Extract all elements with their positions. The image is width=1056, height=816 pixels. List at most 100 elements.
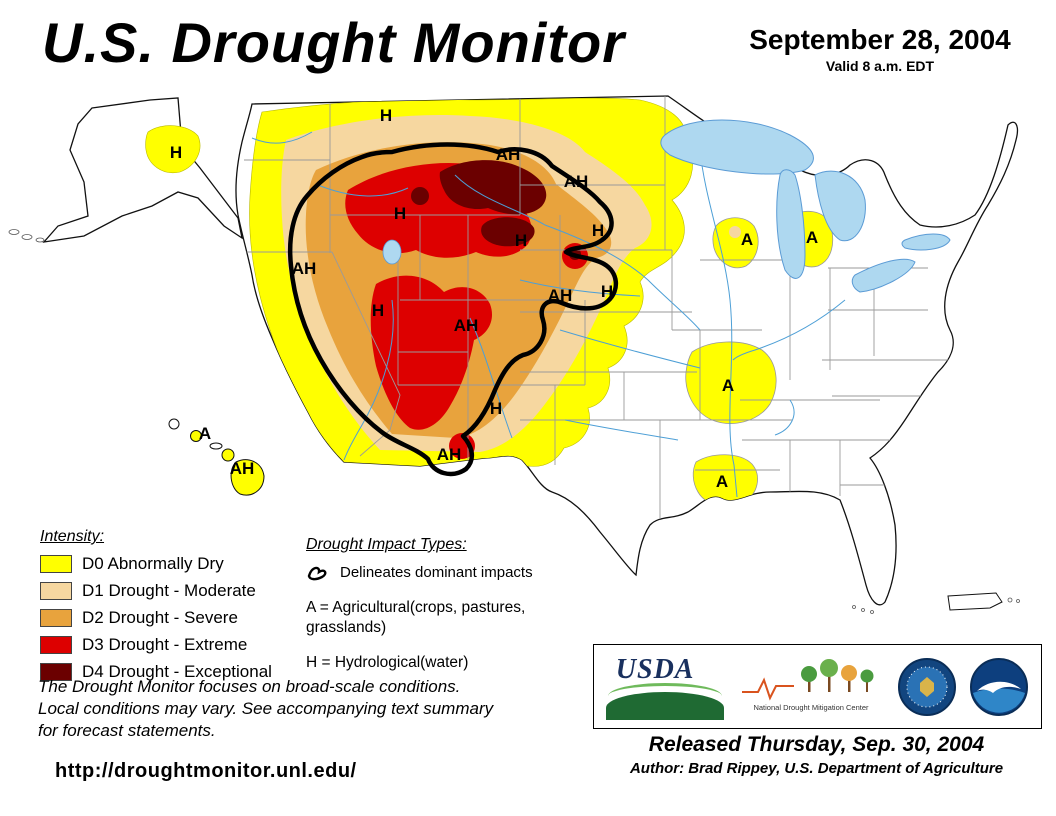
map-impact-label: H bbox=[380, 106, 392, 125]
d1-label: D1 Drought - Moderate bbox=[82, 581, 256, 600]
hawaii-oahu bbox=[190, 430, 202, 442]
ndmc-trees bbox=[800, 658, 874, 692]
hawaii-molokai bbox=[209, 442, 223, 450]
map-impact-label: H bbox=[515, 231, 527, 250]
lake-michigan bbox=[776, 169, 806, 279]
lake-ontario bbox=[901, 233, 951, 251]
agency-logos-box: USDA National Drought Mitigation Center bbox=[593, 644, 1042, 729]
note-line: for forecast statements. bbox=[38, 720, 216, 740]
puerto-rico-outline bbox=[947, 592, 1003, 611]
map-impact-label: A bbox=[806, 228, 818, 247]
website-url[interactable]: http://droughtmonitor.unl.edu/ bbox=[55, 760, 357, 782]
d3-swatch bbox=[40, 636, 72, 654]
alaska bbox=[8, 97, 243, 243]
d0-label: D0 Abnormally Dry bbox=[82, 554, 224, 573]
d0-swatch bbox=[40, 555, 72, 573]
d3-region-south bbox=[370, 275, 493, 430]
aleutian-island bbox=[35, 237, 45, 243]
ndmc-logo: National Drought Mitigation Center bbox=[741, 658, 874, 712]
map-impact-label: H bbox=[394, 204, 406, 223]
d0-region-michigan-west bbox=[712, 217, 759, 269]
impact-labels: H H AH AH H H H AH H AH H AH H AH A A A … bbox=[170, 106, 818, 491]
hawaii-kauai bbox=[168, 418, 180, 430]
impact-outline bbox=[287, 142, 618, 477]
map-impact-label: AH bbox=[437, 445, 462, 464]
commerce-seal bbox=[898, 657, 957, 716]
d4-swatch bbox=[40, 663, 72, 681]
lake-superior bbox=[660, 119, 814, 175]
aleutian-island bbox=[21, 234, 33, 240]
map-impact-label: H bbox=[592, 221, 604, 240]
ndmc-name: National Drought Mitigation Center bbox=[753, 703, 869, 712]
map-impact-label: AH bbox=[454, 316, 479, 335]
date-block: September 28, 2004 Valid 8 a.m. EDT bbox=[712, 24, 1048, 74]
legend-row-d0: D0 Abnormally Dry bbox=[40, 554, 272, 574]
hawaii-big-island bbox=[230, 459, 265, 496]
drought-regions bbox=[238, 96, 952, 522]
d4-label: D4 Drought - Exceptional bbox=[82, 662, 272, 681]
impact-types-legend: Drought Impact Types: Delineates dominan… bbox=[306, 536, 576, 672]
note-line: The Drought Monitor focuses on broad-sca… bbox=[38, 677, 461, 696]
author-line: Author: Brad Rippey, U.S. Department of … bbox=[629, 760, 1004, 777]
map-impact-label: H bbox=[490, 399, 502, 418]
d2-swatch bbox=[40, 609, 72, 627]
map-impact-label: AH bbox=[548, 286, 573, 305]
d1-spot-michigan bbox=[729, 226, 741, 238]
map-date: September 28, 2004 bbox=[749, 24, 1011, 55]
hawaii-maui bbox=[221, 448, 235, 462]
noaa-sea bbox=[973, 688, 1026, 713]
small-island bbox=[1016, 599, 1020, 603]
release-block: Released Thursday, Sep. 30, 2004 Author:… bbox=[593, 733, 1040, 777]
aleutian-island bbox=[8, 229, 20, 235]
legend-row-d1: D1 Drought - Moderate bbox=[40, 581, 272, 601]
disclaimer-note: The Drought Monitor focuses on broad-sca… bbox=[38, 676, 493, 741]
map-impact-label: A bbox=[722, 376, 734, 395]
small-island bbox=[1007, 597, 1013, 603]
d4-region-wyoming bbox=[481, 217, 535, 247]
d2-label: D2 Drought - Severe bbox=[82, 608, 238, 627]
alaska-outline bbox=[42, 97, 243, 243]
delineates-label: Delineates dominant impacts bbox=[340, 563, 533, 581]
page-title: U.S. Drought Monitor bbox=[42, 11, 626, 74]
lake-huron bbox=[814, 170, 866, 242]
map-impact-label: A bbox=[741, 230, 753, 249]
great-lakes bbox=[660, 119, 951, 293]
state-borders bbox=[238, 96, 952, 522]
intensity-legend: Intensity: D0 Abnormally Dry D1 Drought … bbox=[40, 528, 272, 689]
lake-erie bbox=[851, 258, 916, 293]
great-salt-lake bbox=[382, 239, 402, 265]
noaa-bird bbox=[977, 681, 1022, 693]
map-impact-label: AH bbox=[230, 459, 255, 478]
hydrological-label: H = Hydrological(water) bbox=[306, 654, 469, 672]
usda-swoosh bbox=[607, 682, 722, 696]
d3-label: D3 Drought - Extreme bbox=[82, 635, 248, 654]
impact-types-title: Drought Impact Types: bbox=[306, 536, 467, 553]
valid-time: Valid 8 a.m. EDT bbox=[825, 58, 935, 74]
usda-green-field bbox=[605, 691, 724, 720]
note-line: Local conditions may vary. See accompany… bbox=[38, 698, 494, 718]
d1-swatch bbox=[40, 582, 72, 600]
map-impact-label: H bbox=[170, 143, 182, 162]
legend-row-d2: D2 Drought - Severe bbox=[40, 608, 272, 628]
alaska-d0-region bbox=[145, 125, 201, 174]
commerce-emblem bbox=[920, 676, 935, 697]
map-impact-label: AH bbox=[564, 172, 589, 191]
map-impact-label: A bbox=[716, 472, 728, 491]
usda-logo: USDA bbox=[605, 654, 724, 720]
legend-row-d3: D3 Drought - Extreme bbox=[40, 635, 272, 655]
d4-spot-west bbox=[411, 187, 429, 205]
agricultural-label: A = Agricultural(crops, pastures, grassl… bbox=[306, 599, 526, 637]
legend-row-d4: D4 Drought - Exceptional bbox=[40, 662, 272, 682]
florida-key bbox=[861, 608, 865, 612]
map-impact-label: H bbox=[372, 301, 384, 320]
map-impact-label: AH bbox=[496, 145, 521, 164]
released-date: Released Thursday, Sep. 30, 2004 bbox=[648, 733, 985, 756]
ndmc-drought-line bbox=[741, 676, 794, 701]
noaa-logo bbox=[970, 657, 1029, 716]
map-impact-label: AH bbox=[292, 259, 317, 278]
map-impact-label: A bbox=[199, 424, 211, 443]
map-impact-label: H bbox=[601, 282, 613, 301]
